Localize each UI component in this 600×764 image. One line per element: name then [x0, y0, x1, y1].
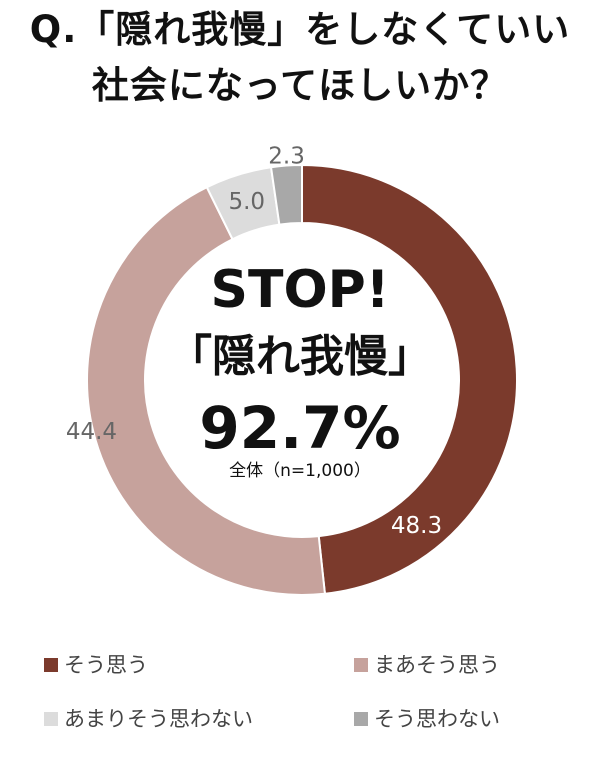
legend-swatch [354, 658, 368, 672]
slice-value-label: 44.4 [66, 419, 117, 445]
slice-maa-sou-omou [86, 185, 327, 596]
slice-value-label: 2.3 [268, 144, 305, 170]
donut-slices [86, 163, 519, 596]
legend-item-maa-sou-omou: まあそう思う [354, 652, 500, 678]
slice-value-label: 5.0 [228, 189, 265, 215]
chart-title-line-2: 社会になってほしいか？ [91, 64, 509, 107]
slice-sou-omou [301, 163, 519, 595]
slice-value-labels: 48.3 44.4 5.02.3 [66, 144, 442, 540]
legend-item-amari-sou-omowanai: あまりそう思わない [44, 706, 253, 732]
slice-sou-omowanai [269, 163, 303, 226]
slice-value-label: 48.3 [391, 513, 442, 539]
legend-swatch [44, 658, 58, 672]
center-headline: STOP! [210, 260, 390, 320]
legend-swatch [44, 712, 58, 726]
center-percent: 92.7% [199, 394, 401, 462]
legend-label: そう思う [64, 653, 148, 677]
legend-swatch [354, 712, 368, 726]
legend-label: そう思わない [374, 707, 500, 731]
legend-label: まあそう思う [374, 653, 500, 677]
chart-title-line-1: Q.「隠れ我慢」をしなくていい [29, 8, 571, 51]
legend-item-sou-omowanai: そう思わない [354, 706, 500, 732]
center-sample-note: 全体（n=1,000） [229, 461, 371, 481]
center-name: 「隠れ我慢」 [168, 331, 432, 382]
legend-item-sou-omou: そう思う [44, 652, 148, 678]
legend-label: あまりそう思わない [64, 707, 253, 731]
